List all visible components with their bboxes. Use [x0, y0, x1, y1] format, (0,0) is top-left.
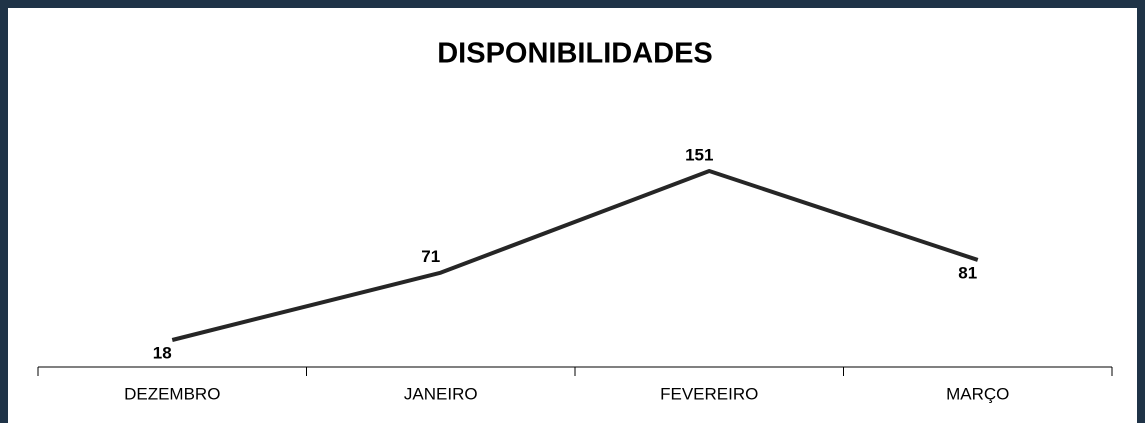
x-tick-label: JANEIRO — [404, 384, 478, 403]
data-label: 81 — [958, 263, 977, 282]
chart-title: DISPONIBILIDADES — [437, 38, 713, 70]
x-tick-label: FEVEREIRO — [660, 384, 758, 403]
line — [171, 169, 979, 342]
x-tick-label: DEZEMBRO — [124, 384, 220, 403]
data-label: 71 — [421, 247, 440, 266]
x-tick-label: MARÇO — [946, 384, 1009, 403]
data-label: 151 — [685, 145, 713, 164]
data-label: 18 — [153, 343, 172, 362]
